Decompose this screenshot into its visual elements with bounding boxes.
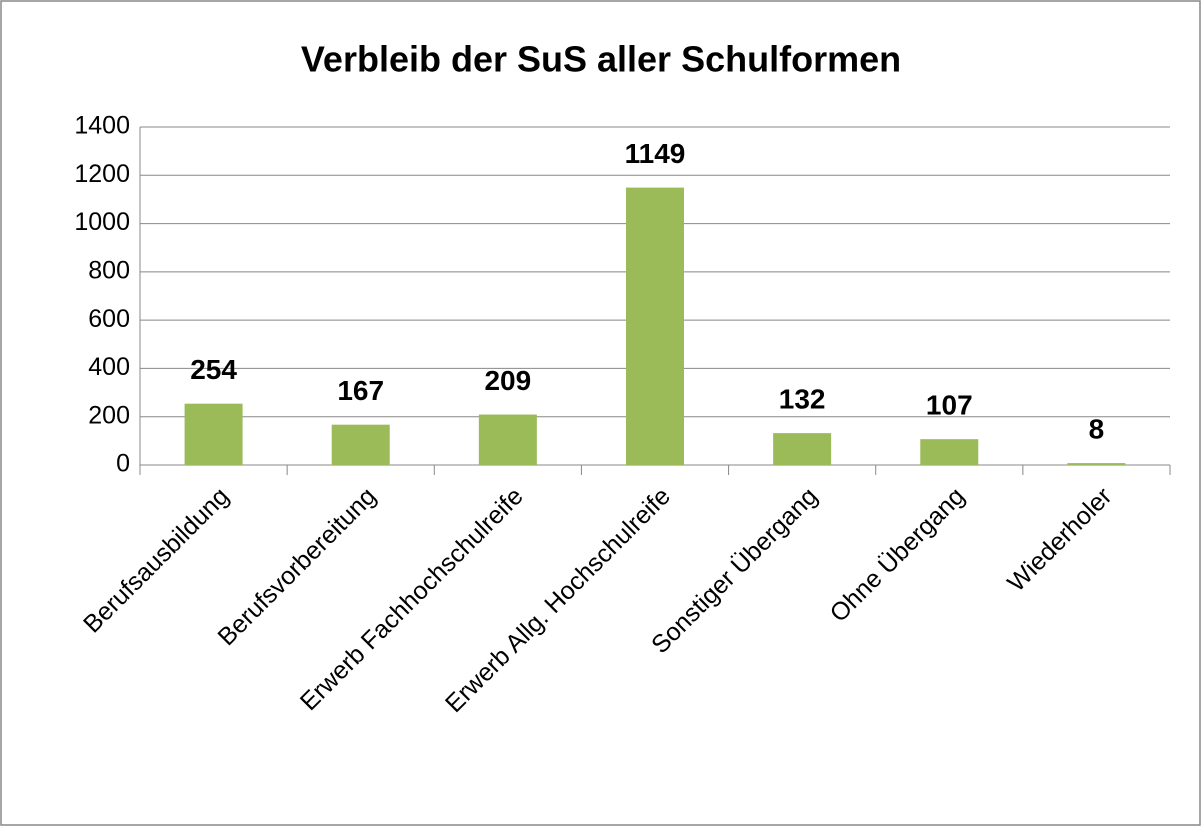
value-label: 254 (190, 354, 237, 385)
y-tick-label: 800 (88, 256, 130, 284)
y-tick-label: 1200 (74, 160, 130, 188)
value-label: 167 (337, 375, 384, 406)
value-label: 107 (926, 390, 973, 421)
chart-title: Verbleib der SuS aller Schulformen (301, 39, 901, 80)
y-tick-label: 0 (116, 450, 130, 478)
y-tick-label: 600 (88, 305, 130, 333)
y-tick-label: 400 (88, 353, 130, 381)
bar (184, 403, 243, 465)
y-tick-label: 1000 (74, 208, 130, 236)
bar (626, 187, 684, 465)
bar (920, 439, 979, 465)
value-label: 1149 (625, 138, 686, 169)
bar (773, 433, 832, 465)
y-tick-label: 1400 (74, 112, 130, 140)
bar (478, 414, 537, 465)
bar (331, 424, 390, 465)
y-tick-label: 200 (88, 401, 130, 429)
bar (1067, 463, 1126, 465)
value-label: 8 (1089, 413, 1105, 444)
value-label: 209 (484, 365, 531, 396)
value-label: 132 (779, 384, 826, 415)
